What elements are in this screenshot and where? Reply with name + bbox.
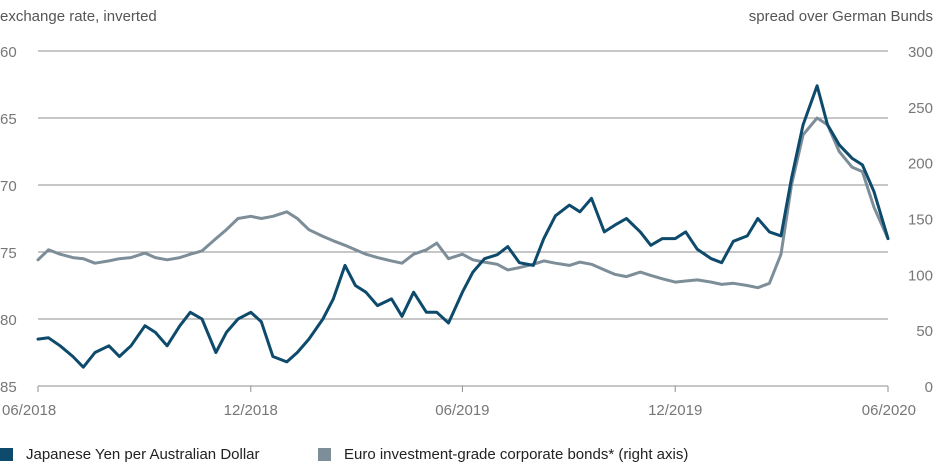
right-tick-label: 250: [908, 100, 933, 117]
x-tick-label: 06/2019: [435, 402, 489, 419]
left-tick-label: 65: [0, 111, 17, 128]
x-axis-ticks: 06/2018 12/2018 06/2019 12/2019 06/2020: [2, 386, 916, 419]
left-axis-ticks: 60 65 70 75 80 85: [0, 44, 17, 396]
series-line-euro: [36, 116, 890, 290]
left-tick-label: 80: [0, 312, 17, 329]
legend-item-yen: Japanese Yen per Australian Dollar: [0, 446, 260, 463]
left-tick-label: 60: [0, 44, 17, 61]
right-tick-label: 200: [908, 156, 933, 173]
right-tick-label: 100: [908, 267, 933, 284]
gridlines: [38, 50, 888, 387]
x-tick-label: 06/2020: [862, 402, 916, 419]
left-tick-label: 75: [0, 245, 17, 262]
left-tick-label: 85: [0, 379, 17, 396]
legend-swatch-euro: [318, 448, 331, 461]
legend-label-euro: Euro investment-grade corporate bonds* (…: [344, 446, 689, 463]
legend-item-euro: Euro investment-grade corporate bonds* (…: [318, 446, 688, 463]
right-tick-label: 0: [925, 379, 933, 396]
legend: Japanese Yen per Australian Dollar Euro …: [0, 446, 935, 472]
right-tick-label: 300: [908, 44, 933, 61]
left-tick-label: 70: [0, 178, 17, 195]
left-axis-title: exchange rate, inverted: [0, 8, 157, 25]
right-axis-ticks: 300 250 200 150 100 50 0: [908, 44, 933, 396]
legend-label-yen: Japanese Yen per Australian Dollar: [26, 446, 260, 463]
right-tick-label: 150: [908, 212, 933, 229]
x-tick-label: 12/2018: [224, 402, 278, 419]
right-axis-title: spread over German Bunds: [749, 8, 933, 25]
series-lines: [36, 84, 890, 369]
right-tick-label: 50: [916, 323, 933, 340]
x-tick-label: 06/2018: [2, 402, 56, 419]
x-tick-label: 12/2019: [648, 402, 702, 419]
line-chart: exchange rate, inverted spread over Germ…: [0, 8, 933, 419]
legend-swatch-yen: [0, 448, 13, 461]
series-line-yen: [36, 84, 890, 369]
